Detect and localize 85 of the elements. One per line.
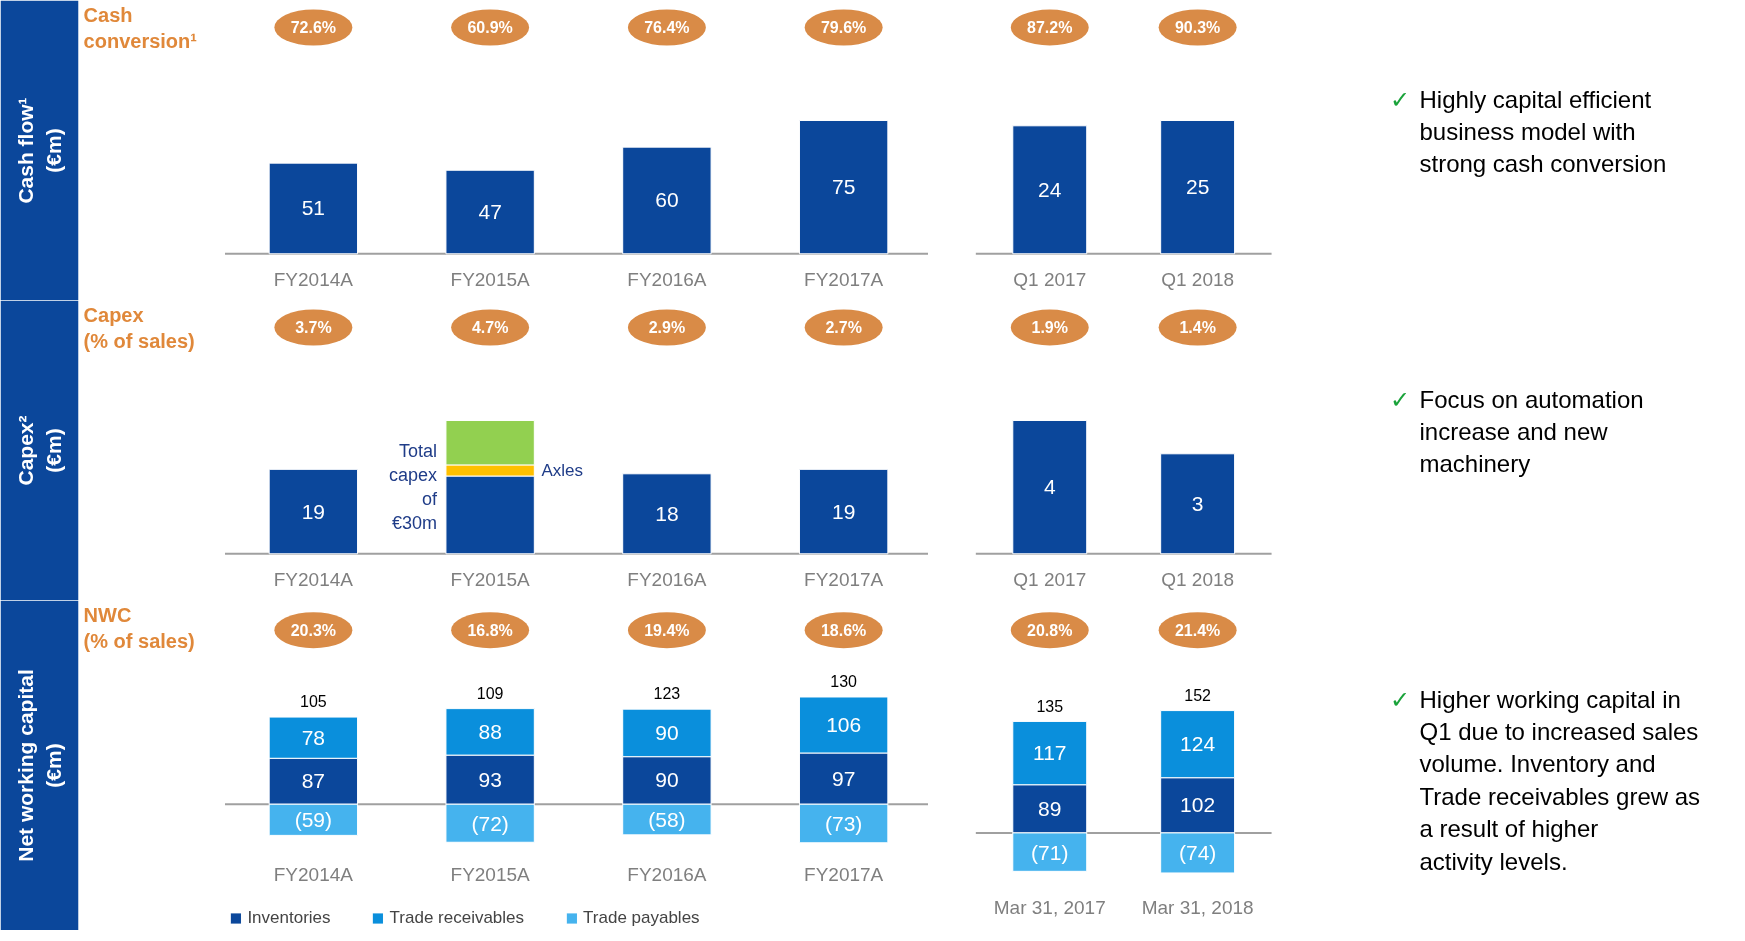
y-axis-title: Net working capital (€m) [14, 669, 65, 862]
x-tick-label: Mar 31, 2017 [993, 897, 1106, 919]
data-label: (59) [294, 808, 333, 832]
data-label: 78 [301, 725, 326, 749]
data-label: 97 [831, 766, 856, 790]
text: 2.9% [648, 319, 686, 336]
data-label: 90 [655, 720, 679, 744]
text: ✓ Focus on automation increase and new machinery [1389, 385, 1644, 478]
data-label: 90 [655, 768, 679, 792]
total-label: 105 [300, 693, 327, 711]
x-tick-label: Q1 2018 [1161, 569, 1235, 591]
legend-label: Trade payables [583, 908, 700, 928]
text: 16.8% [467, 621, 513, 639]
text: 1.4% [1179, 319, 1216, 336]
total-label: 123 [653, 685, 681, 703]
chart-title: Cash conversion¹ [83, 3, 198, 52]
data-label: 124 [1180, 732, 1216, 756]
x-tick-label: Mar 31, 2018 [1141, 897, 1254, 919]
data-label: 19 [301, 499, 326, 523]
data-label: 102 [1180, 793, 1216, 817]
x-tick-label: FY2015A [450, 569, 531, 591]
chart-title: Capex (% of sales) [83, 303, 195, 352]
x-tick-label: FY2014A [273, 269, 354, 291]
x-tick-label: FY2017A [804, 864, 884, 886]
total-label: 109 [476, 684, 504, 702]
x-tick-label: FY2016A [627, 864, 707, 886]
text: 20.3% [290, 621, 337, 639]
text: 20.8% [1027, 621, 1073, 639]
y-axis-title: Cash flow¹ (€m) [14, 97, 65, 204]
legend-label: Inventories [247, 908, 331, 928]
data-label: 75 [831, 175, 856, 199]
data-label: 93 [478, 767, 502, 791]
data-label: (71) [1031, 840, 1069, 864]
text: 60.9% [467, 19, 513, 36]
data-label: 60 [655, 188, 679, 212]
x-tick-label: Q1 2017 [1013, 569, 1087, 591]
data-label: (74) [1178, 841, 1217, 865]
text: 4.7% [471, 319, 509, 336]
data-label: 25 [1185, 175, 1210, 199]
data-label: 106 [826, 712, 862, 736]
text: ✓ Higher working capital in Q1 due to increased sales volume. Inventory and Trade receivables grew as a result of higher activity levels. [1389, 685, 1701, 875]
x-tick-label: FY2017A [804, 569, 884, 591]
total-label: 130 [830, 673, 858, 691]
total-label: 135 [1036, 697, 1064, 715]
data-label: (72) [471, 811, 509, 835]
x-tick-label: FY2016A [627, 569, 707, 591]
x-tick-label: Q1 2017 [1013, 269, 1087, 291]
series-label: Axles [541, 460, 583, 480]
total-label: 152 [1184, 686, 1212, 704]
text: 90.3% [1174, 19, 1221, 36]
text: 76.4% [644, 19, 690, 36]
legend-label: Trade receivables [389, 908, 525, 928]
data-label: 18 [655, 501, 679, 525]
x-tick-label: FY2015A [450, 864, 531, 886]
data-label: 117 [1033, 741, 1067, 765]
data-label: (73) [824, 812, 863, 835]
data-label: 4 [1043, 475, 1056, 499]
text: 1.9% [1031, 319, 1068, 336]
text: 3.7% [295, 319, 332, 336]
x-tick-label: FY2014A [273, 864, 354, 886]
text: 18.6% [820, 621, 867, 639]
x-tick-label: FY2014A [273, 569, 354, 591]
data-label: 47 [478, 200, 502, 224]
x-tick-label: FY2016A [627, 269, 707, 291]
data-label: 3 [1191, 491, 1204, 515]
text: 19.4% [644, 621, 690, 639]
y-axis-title: Capex² (€m) [14, 415, 65, 486]
text: 79.6% [820, 19, 867, 36]
data-label: 89 [1038, 796, 1062, 820]
data-label: (58) [648, 808, 686, 832]
text: 2.7% [825, 319, 862, 336]
annotation: Total capex of €30m [389, 441, 439, 534]
data-label: 19 [831, 499, 856, 523]
data-label: 88 [478, 719, 502, 743]
data-label: 87 [301, 769, 326, 793]
chart-title: NWC (% of sales) [83, 603, 195, 653]
x-tick-label: FY2015A [450, 269, 531, 291]
text: 72.6% [290, 19, 337, 36]
x-tick-label: FY2017A [804, 269, 884, 291]
text: 21.4% [1174, 621, 1221, 639]
text: 87.2% [1027, 19, 1073, 36]
x-tick-label: Q1 2018 [1161, 269, 1235, 291]
data-label: 24 [1038, 177, 1062, 201]
text: ✓ Highly capital efficient business model with strong cash conversion [1389, 85, 1667, 178]
data-label: 51 [301, 196, 326, 220]
